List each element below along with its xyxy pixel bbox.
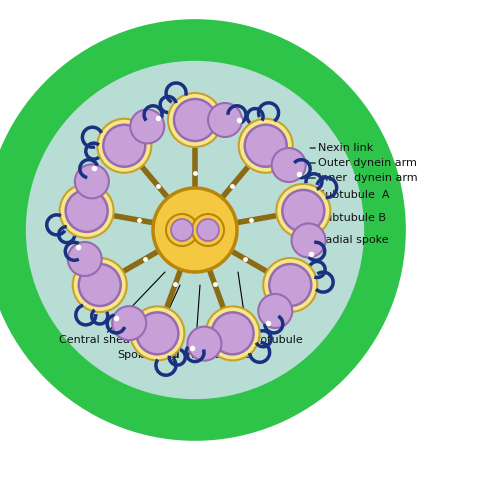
- Circle shape: [292, 224, 326, 258]
- Circle shape: [60, 184, 114, 238]
- Circle shape: [171, 219, 193, 241]
- Circle shape: [166, 214, 198, 246]
- Circle shape: [206, 306, 260, 360]
- Text: Double microtubule: Double microtubule: [193, 272, 303, 345]
- Circle shape: [78, 264, 120, 306]
- Circle shape: [258, 294, 292, 328]
- Circle shape: [192, 214, 224, 246]
- Circle shape: [168, 93, 222, 147]
- Text: Spokehead: Spokehead: [117, 285, 180, 360]
- Circle shape: [35, 70, 355, 390]
- Circle shape: [5, 40, 385, 420]
- Circle shape: [197, 219, 219, 241]
- Circle shape: [75, 164, 109, 198]
- Circle shape: [212, 312, 254, 354]
- Circle shape: [104, 124, 146, 166]
- Text: Subtubule  A: Subtubule A: [310, 190, 390, 200]
- Circle shape: [276, 184, 330, 238]
- Text: Inner  dynein arm: Inner dynein arm: [300, 173, 418, 183]
- Circle shape: [264, 258, 318, 312]
- Text: Nexin link: Nexin link: [310, 143, 373, 153]
- Text: Outer dynein arm: Outer dynein arm: [308, 158, 417, 168]
- Circle shape: [174, 99, 216, 141]
- Text: Radial spoke: Radial spoke: [295, 235, 388, 245]
- Circle shape: [272, 148, 306, 182]
- Circle shape: [153, 188, 237, 272]
- Circle shape: [238, 118, 292, 172]
- Circle shape: [112, 306, 146, 340]
- Circle shape: [188, 326, 222, 360]
- Circle shape: [270, 264, 312, 306]
- Text: Central microtubule: Central microtubule: [140, 285, 250, 360]
- Circle shape: [208, 103, 242, 137]
- Text: Central sheath: Central sheath: [59, 272, 165, 345]
- Circle shape: [68, 242, 102, 276]
- Circle shape: [66, 190, 108, 232]
- Circle shape: [98, 118, 152, 172]
- Circle shape: [21, 56, 369, 404]
- Text: Subtubule B: Subtubule B: [308, 213, 386, 223]
- Circle shape: [136, 312, 178, 354]
- Circle shape: [282, 190, 325, 232]
- Circle shape: [130, 110, 164, 144]
- Circle shape: [130, 306, 184, 360]
- Circle shape: [244, 124, 286, 166]
- Circle shape: [72, 258, 126, 312]
